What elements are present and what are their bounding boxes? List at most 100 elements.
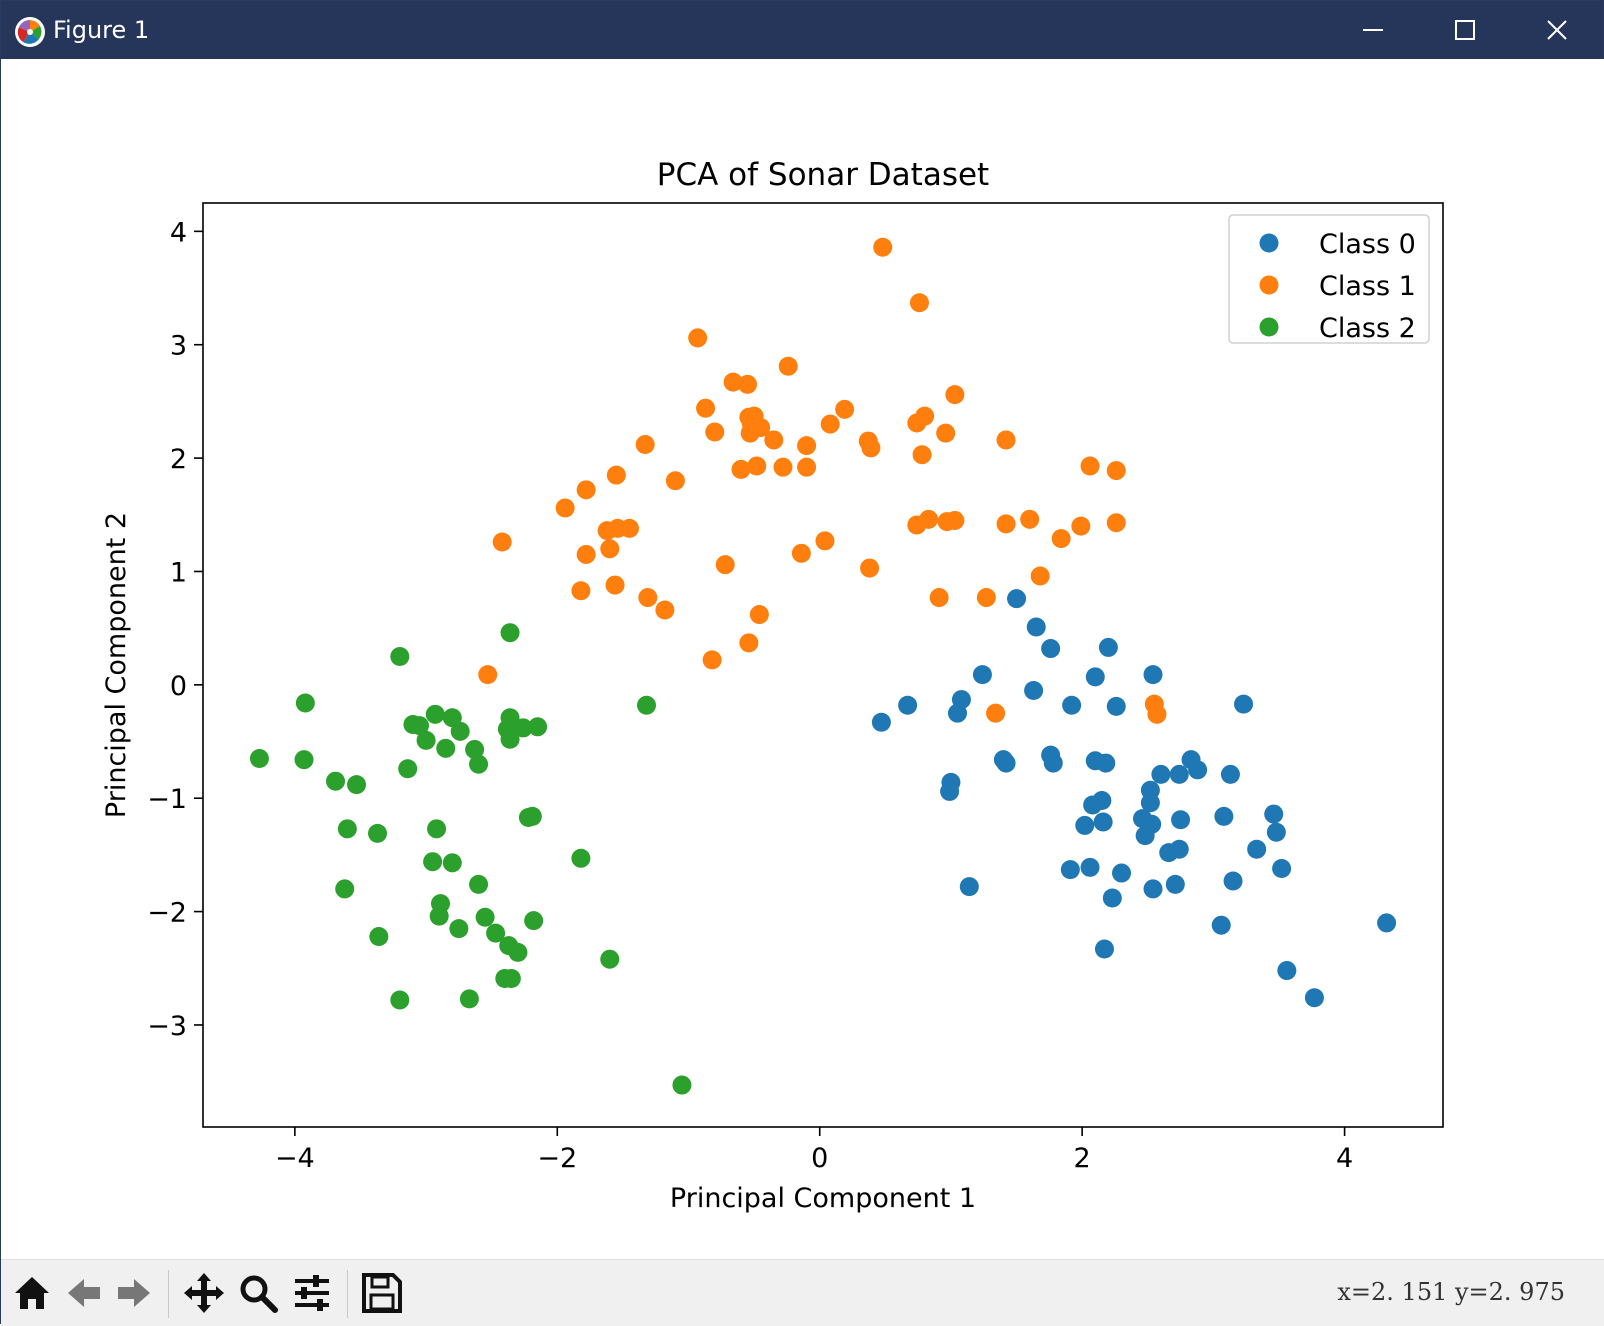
class-0-point [1223,871,1243,891]
magnifier-icon [240,1275,278,1313]
class-0-point [1151,764,1171,784]
class-2-point [416,730,436,750]
toolbar-separator [168,1270,169,1318]
class-1-point [665,471,685,491]
class-0-point [1211,915,1231,935]
close-button[interactable] [1511,1,1603,59]
class-2-point [486,923,506,943]
class-0-point [1234,694,1254,714]
class-1-point [1106,461,1126,481]
class-1-point [909,293,929,313]
legend-marker [1259,233,1279,253]
class-0-point [1169,764,1189,784]
class-1-point [702,650,722,670]
back-button[interactable] [59,1268,109,1318]
class-1-point [1106,513,1126,533]
class-0-point [871,712,891,732]
class-0-point [1377,913,1397,933]
x-tick-label: −4 [275,1143,315,1174]
class-1-point [696,398,716,418]
class-1-point [764,430,784,450]
class-0-point [1140,793,1160,813]
class-1-point [797,436,817,456]
class-1-point [688,328,708,348]
x-tick-label: 4 [1336,1143,1353,1174]
class-2-point [390,990,410,1010]
class-1-point [919,509,939,529]
class-1-point [945,510,965,530]
configure-subplots-button[interactable] [287,1268,337,1318]
class-1-point [600,539,620,559]
class-2-point [449,919,469,939]
class-0-point [1062,695,1082,715]
zoom-button[interactable] [233,1268,283,1318]
class-0-point [1041,639,1061,659]
class-2-point [337,819,357,839]
class-1-point [555,498,575,518]
forward-button[interactable] [109,1268,159,1318]
sliders-icon [295,1275,329,1311]
class-2-point [347,775,367,795]
class-0-point [1143,879,1163,899]
maximize-button[interactable] [1419,1,1511,59]
x-tick-label: −2 [537,1143,577,1174]
class-2-point [500,729,520,749]
move-arrows-icon [184,1273,224,1313]
class-1-point [996,514,1016,534]
y-tick-label: 0 [170,671,187,702]
home-button[interactable] [7,1268,57,1318]
class-2-point [524,911,544,931]
class-1-point [749,605,769,625]
scatter-chart: PCA of Sonar Dataset −4 −2 0 2 4 −3 −2 −1 0 1 2 3 4… [101,157,1444,1214]
floppy-disk-icon [362,1273,402,1313]
class-1-point [723,372,743,392]
class-0-point [1304,988,1324,1008]
class-2-point [410,716,430,736]
legend-label: Class 1 [1319,271,1416,302]
matplotlib-logo-icon [15,17,45,47]
class-1-point [986,703,1006,723]
class-2-point [500,623,520,643]
pan-button[interactable] [179,1268,229,1318]
class-0-point [1026,617,1046,637]
class-0-point [1007,589,1027,609]
class-1-point [478,665,498,685]
minimize-button[interactable] [1327,1,1419,59]
class-1-point [773,457,793,477]
class-1-point [976,588,996,608]
class-1-point [740,423,760,443]
class-1-point [739,633,759,653]
title-bar[interactable]: Figure 1 [1,1,1603,59]
class-2-point [459,989,479,1009]
legend: Class 0 Class 1 Class 2 [1228,214,1430,344]
class-2-point [600,949,620,969]
legend-marker [1259,317,1279,337]
figure-canvas[interactable]: PCA of Sonar Dataset −4 −2 0 2 4 −3 −2 −1 0 1 2 3 4… [1,59,1604,1259]
class-0-point [1171,810,1191,830]
save-button[interactable] [357,1268,407,1318]
legend-marker [1259,275,1279,295]
class-0-point [1092,790,1112,810]
class-0-point [1093,812,1113,832]
class-2-point [528,717,548,737]
class-1-point [576,480,596,500]
class-0-point [1266,822,1286,842]
close-icon [1547,20,1567,40]
class-2-point [427,819,447,839]
legend-box [1228,214,1430,344]
class-0-point [1135,826,1155,846]
x-axis-label: Principal Component 1 [670,1183,976,1214]
class-0-point [1165,874,1185,894]
class-1-point [738,374,758,394]
class-0-point [1080,857,1100,877]
class-1-point [996,430,1016,450]
chart-title: PCA of Sonar Dataset [657,157,989,193]
home-icon [15,1277,49,1309]
y-ticks: −3 −2 −1 0 1 2 3 4 [147,217,203,1042]
class-1-point [915,406,935,426]
class-2-point [390,646,410,666]
class-2-point [249,749,269,769]
class-2-point [469,874,489,894]
class-2-point [672,1075,692,1095]
class-2-point [369,927,389,947]
